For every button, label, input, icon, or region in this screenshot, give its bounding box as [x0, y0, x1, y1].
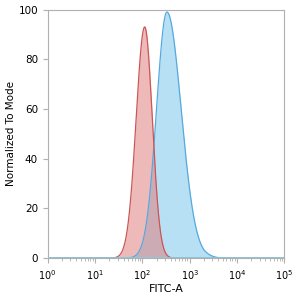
X-axis label: FITC-A: FITC-A: [149, 284, 183, 294]
Y-axis label: Normalized To Mode: Normalized To Mode: [6, 81, 16, 186]
